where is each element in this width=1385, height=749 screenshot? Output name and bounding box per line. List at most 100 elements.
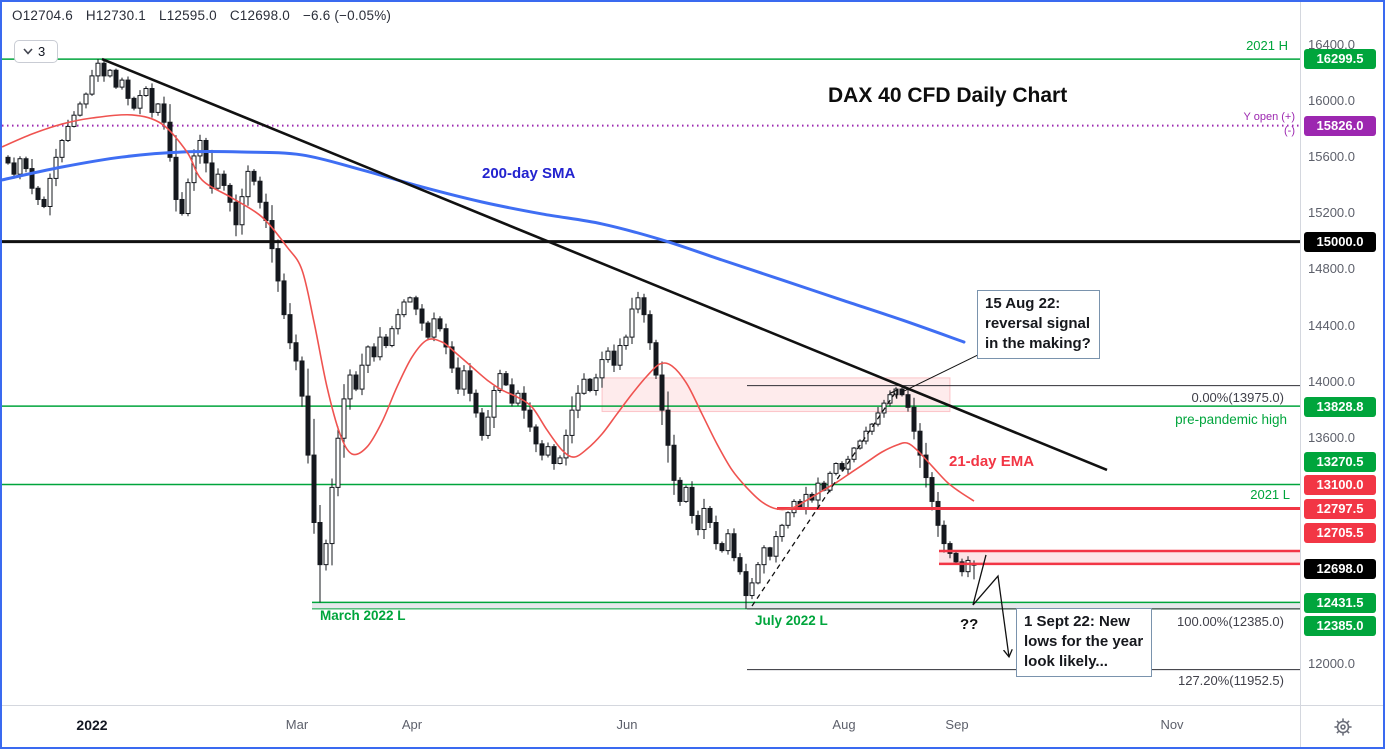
annotation-text-line: 15 Aug 22: <box>985 295 1061 312</box>
candle-up <box>701 507 707 531</box>
chart-settings-button[interactable] <box>1300 705 1383 747</box>
price-level-badge: 12797.5 <box>1304 499 1376 519</box>
candle-down <box>767 547 773 557</box>
candle-up <box>545 446 551 456</box>
candle-down <box>665 409 671 446</box>
chart-title: DAX 40 CFD Daily Chart <box>828 84 1068 107</box>
chart-area[interactable]: O12704.6 H12730.1 L12595.0 C12698.0 −6.6… <box>2 2 1300 705</box>
candle-down <box>659 374 665 411</box>
candle-up <box>785 512 791 526</box>
candle-down <box>479 412 485 436</box>
projection-zigzag-arrow[interactable] <box>972 554 1009 657</box>
candle-down <box>257 180 263 203</box>
time-axis[interactable]: 2022 Mar Apr Jun Aug Sep Nov <box>2 705 1300 747</box>
candle-up <box>95 62 101 77</box>
candle-up <box>761 547 767 566</box>
candle-up <box>581 378 587 394</box>
candle-up <box>365 346 371 366</box>
fib-127-label: 127.20%(11952.5) <box>1177 673 1284 688</box>
price-level-badge: 13828.8 <box>1304 397 1376 417</box>
candle-down <box>839 463 845 470</box>
price-tick-label: 12000.0 <box>1308 656 1355 671</box>
annotation-box-aug15[interactable]: 15 Aug 22: reversal signal in the making… <box>977 290 1100 359</box>
candle-down <box>233 201 239 226</box>
candle-down <box>179 198 185 215</box>
time-axis-label: Mar <box>285 717 309 732</box>
candle-down <box>551 446 557 465</box>
candle-down <box>695 514 701 531</box>
candle-down <box>533 426 539 445</box>
candle-up <box>773 536 779 557</box>
candle-down <box>161 103 167 123</box>
candle-up <box>389 328 395 347</box>
candle-down <box>527 409 533 428</box>
candle-down <box>353 374 359 390</box>
candle-down <box>35 187 41 200</box>
candle-down <box>41 198 47 207</box>
candle-up <box>869 423 875 432</box>
candle-up <box>575 392 581 411</box>
candle-up <box>857 440 863 449</box>
low-2021-label: 2021 L <box>1250 487 1290 502</box>
candle-down <box>539 443 545 456</box>
low-label: L <box>158 8 167 23</box>
dashed-rally-arrow[interactable] <box>751 390 897 607</box>
candle-down <box>611 350 617 366</box>
time-axis-label: Jun <box>616 717 638 732</box>
ema-21-line <box>2 113 975 511</box>
candle-down <box>263 201 269 222</box>
candle-up <box>563 434 569 459</box>
annotation-box-sept1[interactable]: 1 Sept 22: New lows for the year look li… <box>1016 608 1153 677</box>
candle-up <box>197 139 203 157</box>
price-axis[interactable]: 16400.0 16000.0 15600.0 15200.0 14800.0 14400… <box>1300 2 1383 705</box>
candle-down <box>287 314 293 344</box>
candle-down <box>5 156 11 164</box>
candle-up <box>17 158 23 175</box>
candle-down <box>905 394 911 408</box>
candle-up <box>89 75 95 95</box>
candle-down <box>29 168 35 189</box>
candle-up <box>245 170 251 198</box>
price-level-badge: 13100.0 <box>1304 475 1376 495</box>
price-level-badge: 16299.5 <box>1304 49 1376 69</box>
time-axis-label: Sep <box>945 717 969 732</box>
y-open-plus-label: Y open (+) <box>1243 111 1295 123</box>
sma-label: 200-day SMA <box>482 165 576 182</box>
candle-up <box>629 308 635 338</box>
july-low-label: July 2022 L <box>755 613 828 628</box>
candle-up <box>491 389 497 418</box>
candle-down <box>275 248 281 282</box>
annotation-text-line: 1 Sept 22: New <box>1024 613 1130 630</box>
sma-200-line <box>2 149 966 344</box>
candle-down <box>713 522 719 545</box>
price-tick-label: 15200.0 <box>1308 205 1355 220</box>
open-value: 12704.6 <box>22 8 73 23</box>
close-label: C <box>229 8 240 23</box>
high-2021-label: 2021 H <box>1246 38 1288 53</box>
price-tick-label: 16400.0 <box>1308 37 1355 52</box>
candle-down <box>443 328 449 348</box>
downtrend-line[interactable] <box>101 57 1108 472</box>
price-level-badge: 13270.5 <box>1304 452 1376 472</box>
legend-collapse-button[interactable]: 3 <box>14 40 58 63</box>
march-low-label: March 2022 L <box>320 608 406 623</box>
candle-down <box>209 162 215 189</box>
price-level-badge: 15000.0 <box>1304 232 1376 252</box>
price-tick-label: 13600.0 <box>1308 430 1355 445</box>
candle-down <box>425 322 431 338</box>
levels-over-layer <box>2 240 1300 566</box>
candle-up <box>329 486 335 545</box>
ohlc-legend: O12704.6 H12730.1 L12595.0 C12698.0 −6.6… <box>12 8 391 23</box>
candle-down <box>647 314 653 344</box>
candle-down <box>707 507 713 524</box>
candle-up <box>83 93 89 105</box>
candle-down <box>269 220 275 250</box>
candle-down <box>953 552 959 563</box>
candle-up <box>77 103 83 116</box>
candle-down <box>125 79 131 99</box>
candle-up <box>347 374 353 400</box>
candle-up <box>119 79 125 88</box>
price-chart-canvas[interactable] <box>2 2 1300 705</box>
candle-up <box>863 430 869 442</box>
